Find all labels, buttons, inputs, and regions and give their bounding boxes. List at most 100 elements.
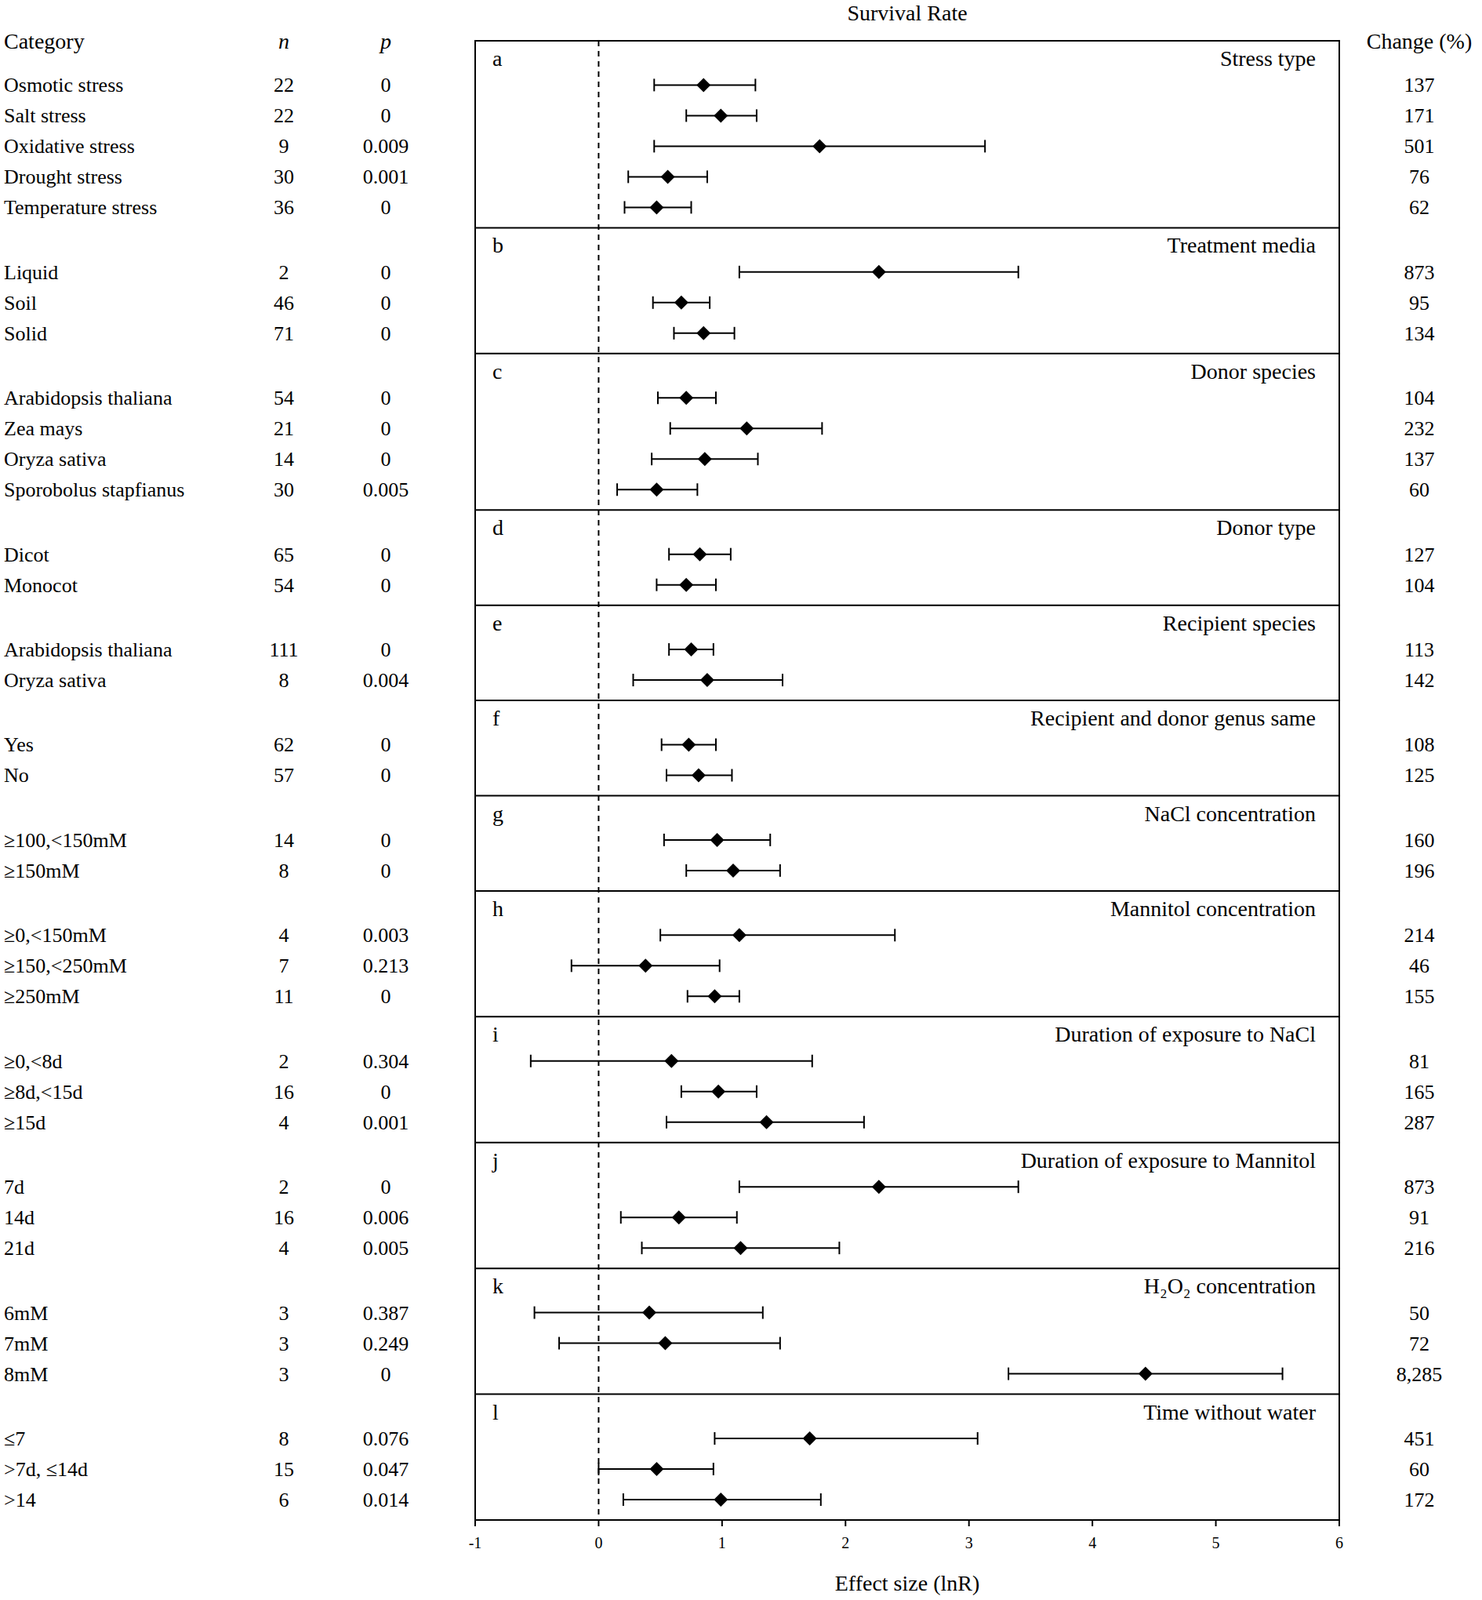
category-label: No [3,763,30,787]
panel-title: Mannitol concentration [1110,896,1316,921]
change-value: 127 [1404,543,1435,567]
category-label: Oryza sativa [3,668,107,692]
error-cap [893,928,896,941]
category-label: Oxidative stress [3,134,135,158]
error-bar [739,265,1019,279]
category-label: ≥0,<150mM [3,923,107,947]
category-label: Sporobolus stapfianus [3,478,185,502]
error-bar [660,928,895,941]
change-value: 104 [1404,386,1435,410]
panel-title: Time without water [1143,1399,1317,1424]
error-bar [687,989,740,1003]
n-value: 3 [279,1332,290,1355]
p-value: 0 [381,859,392,883]
error-cap [738,265,741,279]
point-estimate [726,863,741,878]
category-label: ≥150mM [3,859,80,883]
p-value: 0 [381,573,392,597]
error-cap [738,1180,741,1193]
panel-title: Duration of exposure to Mannitol [1020,1147,1317,1173]
p-value: 0 [381,763,392,787]
n-value: 3 [279,1362,290,1386]
panel-letter: i [492,1021,499,1047]
point-estimate [713,108,728,123]
error-cap [984,139,986,153]
error-bar [623,1492,821,1506]
error-bar [651,452,758,465]
error-cap [730,768,733,781]
panel-title: Recipient and donor genus same [1030,705,1316,731]
error-cap [708,296,711,309]
category-label: ≥0,<8d [3,1049,62,1073]
error-bar-line [660,933,895,936]
error-bar [628,170,708,183]
point-estimate [696,77,711,92]
error-cap [811,1054,814,1068]
panel-title: Donor type [1216,515,1316,540]
change-value: 76 [1409,165,1430,189]
point-estimate [871,265,887,280]
n-value: 4 [279,1236,290,1260]
error-cap [680,1085,683,1098]
error-bar [621,1210,738,1224]
category-label: ≥8d,<15d [3,1080,83,1104]
error-bar [664,833,771,847]
error-cap [623,200,625,214]
panel-separator [475,889,1340,892]
x-tick [474,1519,476,1526]
error-cap [558,1336,560,1350]
p-value: 0 [381,1362,392,1386]
n-value: 14 [273,447,295,471]
panel-letter: g [492,801,504,826]
p-value: 0.005 [363,1236,410,1260]
panel-letter: b [492,232,504,258]
error-cap [661,737,663,751]
category-label: Temperature stress [3,196,157,219]
x-tick [844,1519,847,1526]
error-cap [570,958,573,972]
error-cap [838,1241,840,1254]
error-cap [530,1054,532,1068]
error-cap [690,200,693,214]
category-label: Arabidopsis thaliana [3,386,173,410]
error-cap [685,108,687,122]
panel-title: H₂O₂ concentration [1144,1273,1316,1298]
title: Survival Rate [846,0,967,26]
change-value: 8,285 [1396,1362,1443,1386]
column-header: p [378,29,392,54]
error-bar [668,642,714,656]
change-value: 214 [1404,923,1435,947]
n-value: 21 [273,417,295,440]
x-tick-label: 4 [1088,1533,1097,1552]
error-bar [571,958,720,972]
p-value: 0.004 [363,668,410,692]
point-estimate [733,1240,748,1255]
point-estimate [710,832,725,847]
error-cap [754,78,756,91]
n-value: 3 [279,1301,290,1325]
category-label: Solid [3,322,48,346]
p-value: 0.009 [363,134,410,158]
point-estimate [711,1084,726,1099]
error-bar [642,1241,840,1254]
error-bar [617,483,698,496]
error-bar [598,1462,713,1475]
panel-separator [475,1015,1340,1018]
n-value: 4 [279,923,290,947]
x-tick-label: 2 [841,1533,850,1552]
p-value: 0 [381,828,392,852]
category-label: ≥250mM [3,984,80,1008]
p-value: 0 [381,1175,392,1199]
error-cap [820,421,823,435]
n-value: 36 [273,196,295,219]
n-value: 2 [279,1049,290,1073]
p-value: 0.387 [363,1301,410,1325]
point-estimate [759,1115,774,1130]
error-cap [686,989,689,1003]
error-cap [669,421,672,435]
point-estimate [638,958,653,973]
error-bar [633,673,783,687]
n-value: 8 [279,1427,290,1450]
error-cap [715,391,717,404]
error-cap [1007,1367,1010,1381]
